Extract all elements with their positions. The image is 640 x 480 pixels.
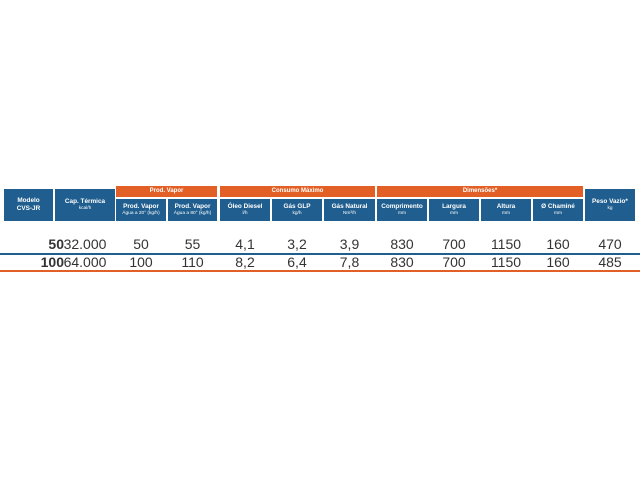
- row-100-peso-vazio: 485: [598, 254, 622, 270]
- col-header-comprimento-title: Comprimento: [381, 203, 423, 210]
- col-header-cap-termica-title: Cap. Térmica: [64, 198, 106, 205]
- row-50-comprimento: 830: [390, 236, 414, 252]
- row-50-gas-glp: 3,2: [287, 236, 307, 252]
- row-100-altura: 1150: [490, 254, 522, 270]
- col-header-cap-termica-unit: kcal/h: [78, 206, 92, 211]
- row-separator: [0, 253, 640, 255]
- col-header-prod-vapor-20-title: Prod. Vapor: [123, 203, 159, 210]
- col-header-peso-vazio: Peso Vazio* kg: [585, 189, 635, 221]
- col-header-altura-title: Altura: [496, 203, 516, 210]
- row-100-cap-termica: 64.000: [63, 254, 107, 270]
- row-100-prod-vapor-80: 110: [181, 254, 204, 270]
- table-bottom-rule: [0, 270, 640, 272]
- header-bottom-rule: [0, 222, 640, 223]
- col-header-altura-unit: mm: [502, 211, 510, 216]
- row-100-prod-vapor-20: 100: [129, 254, 153, 270]
- row-50-chamine: 160: [546, 236, 570, 252]
- col-header-modelo-sub: CVS-JR: [16, 205, 41, 212]
- col-header-prod-vapor-80-unit: Água a 80° (kg/h): [173, 211, 212, 216]
- spec-table: Prod. Vapor Consumo Máximo Dimensões* Mo…: [0, 186, 640, 276]
- col-header-prod-vapor-20: Prod. Vapor Água a 20° (kg/h): [116, 199, 166, 221]
- row-50-oleo-diesel: 4,1: [235, 236, 255, 252]
- col-header-prod-vapor-80: Prod. Vapor Água a 80° (kg/h): [168, 199, 217, 221]
- group-underline-prod-vapor: [116, 196, 217, 197]
- col-header-altura: Altura mm: [481, 199, 531, 221]
- group-underline-dimensoes: [377, 196, 583, 197]
- col-header-comprimento: Comprimento mm: [377, 199, 427, 221]
- row-100-chamine: 160: [546, 254, 570, 270]
- col-header-gas-natural-unit: Nm³/h: [342, 211, 357, 216]
- row-50-peso-vazio: 470: [598, 236, 622, 252]
- col-header-largura: Largura mm: [429, 199, 479, 221]
- col-header-oleo-diesel-title: Óleo Diesel: [227, 203, 263, 210]
- col-header-largura-unit: mm: [450, 211, 458, 216]
- col-header-gas-natural: Gás Natural Nm³/h: [324, 199, 375, 221]
- col-header-chamine-unit: mm: [554, 211, 562, 216]
- row-50-gas-natural: 3,9: [339, 236, 360, 252]
- row-50-prod-vapor-80: 55: [184, 236, 201, 252]
- row-50-altura: 1150: [490, 236, 522, 252]
- group-underline-consumo: [220, 196, 375, 197]
- group-header-consumo: Consumo Máximo: [220, 186, 375, 196]
- model-50-label: 50: [48, 236, 64, 252]
- group-header-prod-vapor: Prod. Vapor: [116, 186, 217, 196]
- col-header-oleo-diesel: Óleo Diesel l/h: [220, 199, 270, 221]
- col-header-cap-termica: Cap. Térmica kcal/h: [55, 189, 115, 221]
- row-100-gas-natural: 7,8: [339, 254, 360, 270]
- col-header-chamine: Ø Chaminé mm: [533, 199, 583, 221]
- row-100-gas-glp: 6,4: [287, 254, 307, 270]
- group-header-dimensoes: Dimensões*: [377, 186, 583, 196]
- col-header-gas-glp: Gás GLP kg/h: [272, 199, 322, 221]
- col-header-gas-glp-unit: kg/h: [292, 211, 302, 216]
- col-header-chamine-title: Ø Chaminé: [541, 203, 575, 210]
- col-header-peso-vazio-title: Peso Vazio*: [592, 198, 628, 205]
- col-header-comprimento-unit: mm: [398, 211, 406, 216]
- col-header-gas-natural-title: Gás Natural: [331, 203, 368, 210]
- row-100-oleo-diesel: 8,2: [235, 254, 255, 270]
- col-header-modelo-title: Modelo: [17, 197, 40, 204]
- col-header-prod-vapor-80-title: Prod. Vapor: [174, 203, 211, 210]
- row-100-comprimento: 830: [390, 254, 414, 270]
- row-50-cap-termica: 32.000: [63, 236, 107, 252]
- col-header-peso-vazio-unit: kg: [607, 206, 613, 211]
- col-header-prod-vapor-20-unit: Água a 20° (kg/h): [122, 211, 160, 216]
- row-100-largura: 700: [442, 254, 466, 270]
- col-header-oleo-diesel-unit: l/h: [242, 211, 248, 216]
- model-100-label: 100: [40, 254, 64, 270]
- col-header-largura-title: Largura: [442, 203, 466, 210]
- row-50-largura: 700: [442, 236, 466, 252]
- col-header-modelo: Modelo CVS-JR: [4, 189, 53, 221]
- row-50-prod-vapor-20: 50: [133, 236, 149, 252]
- col-header-gas-glp-title: Gás GLP: [283, 203, 311, 210]
